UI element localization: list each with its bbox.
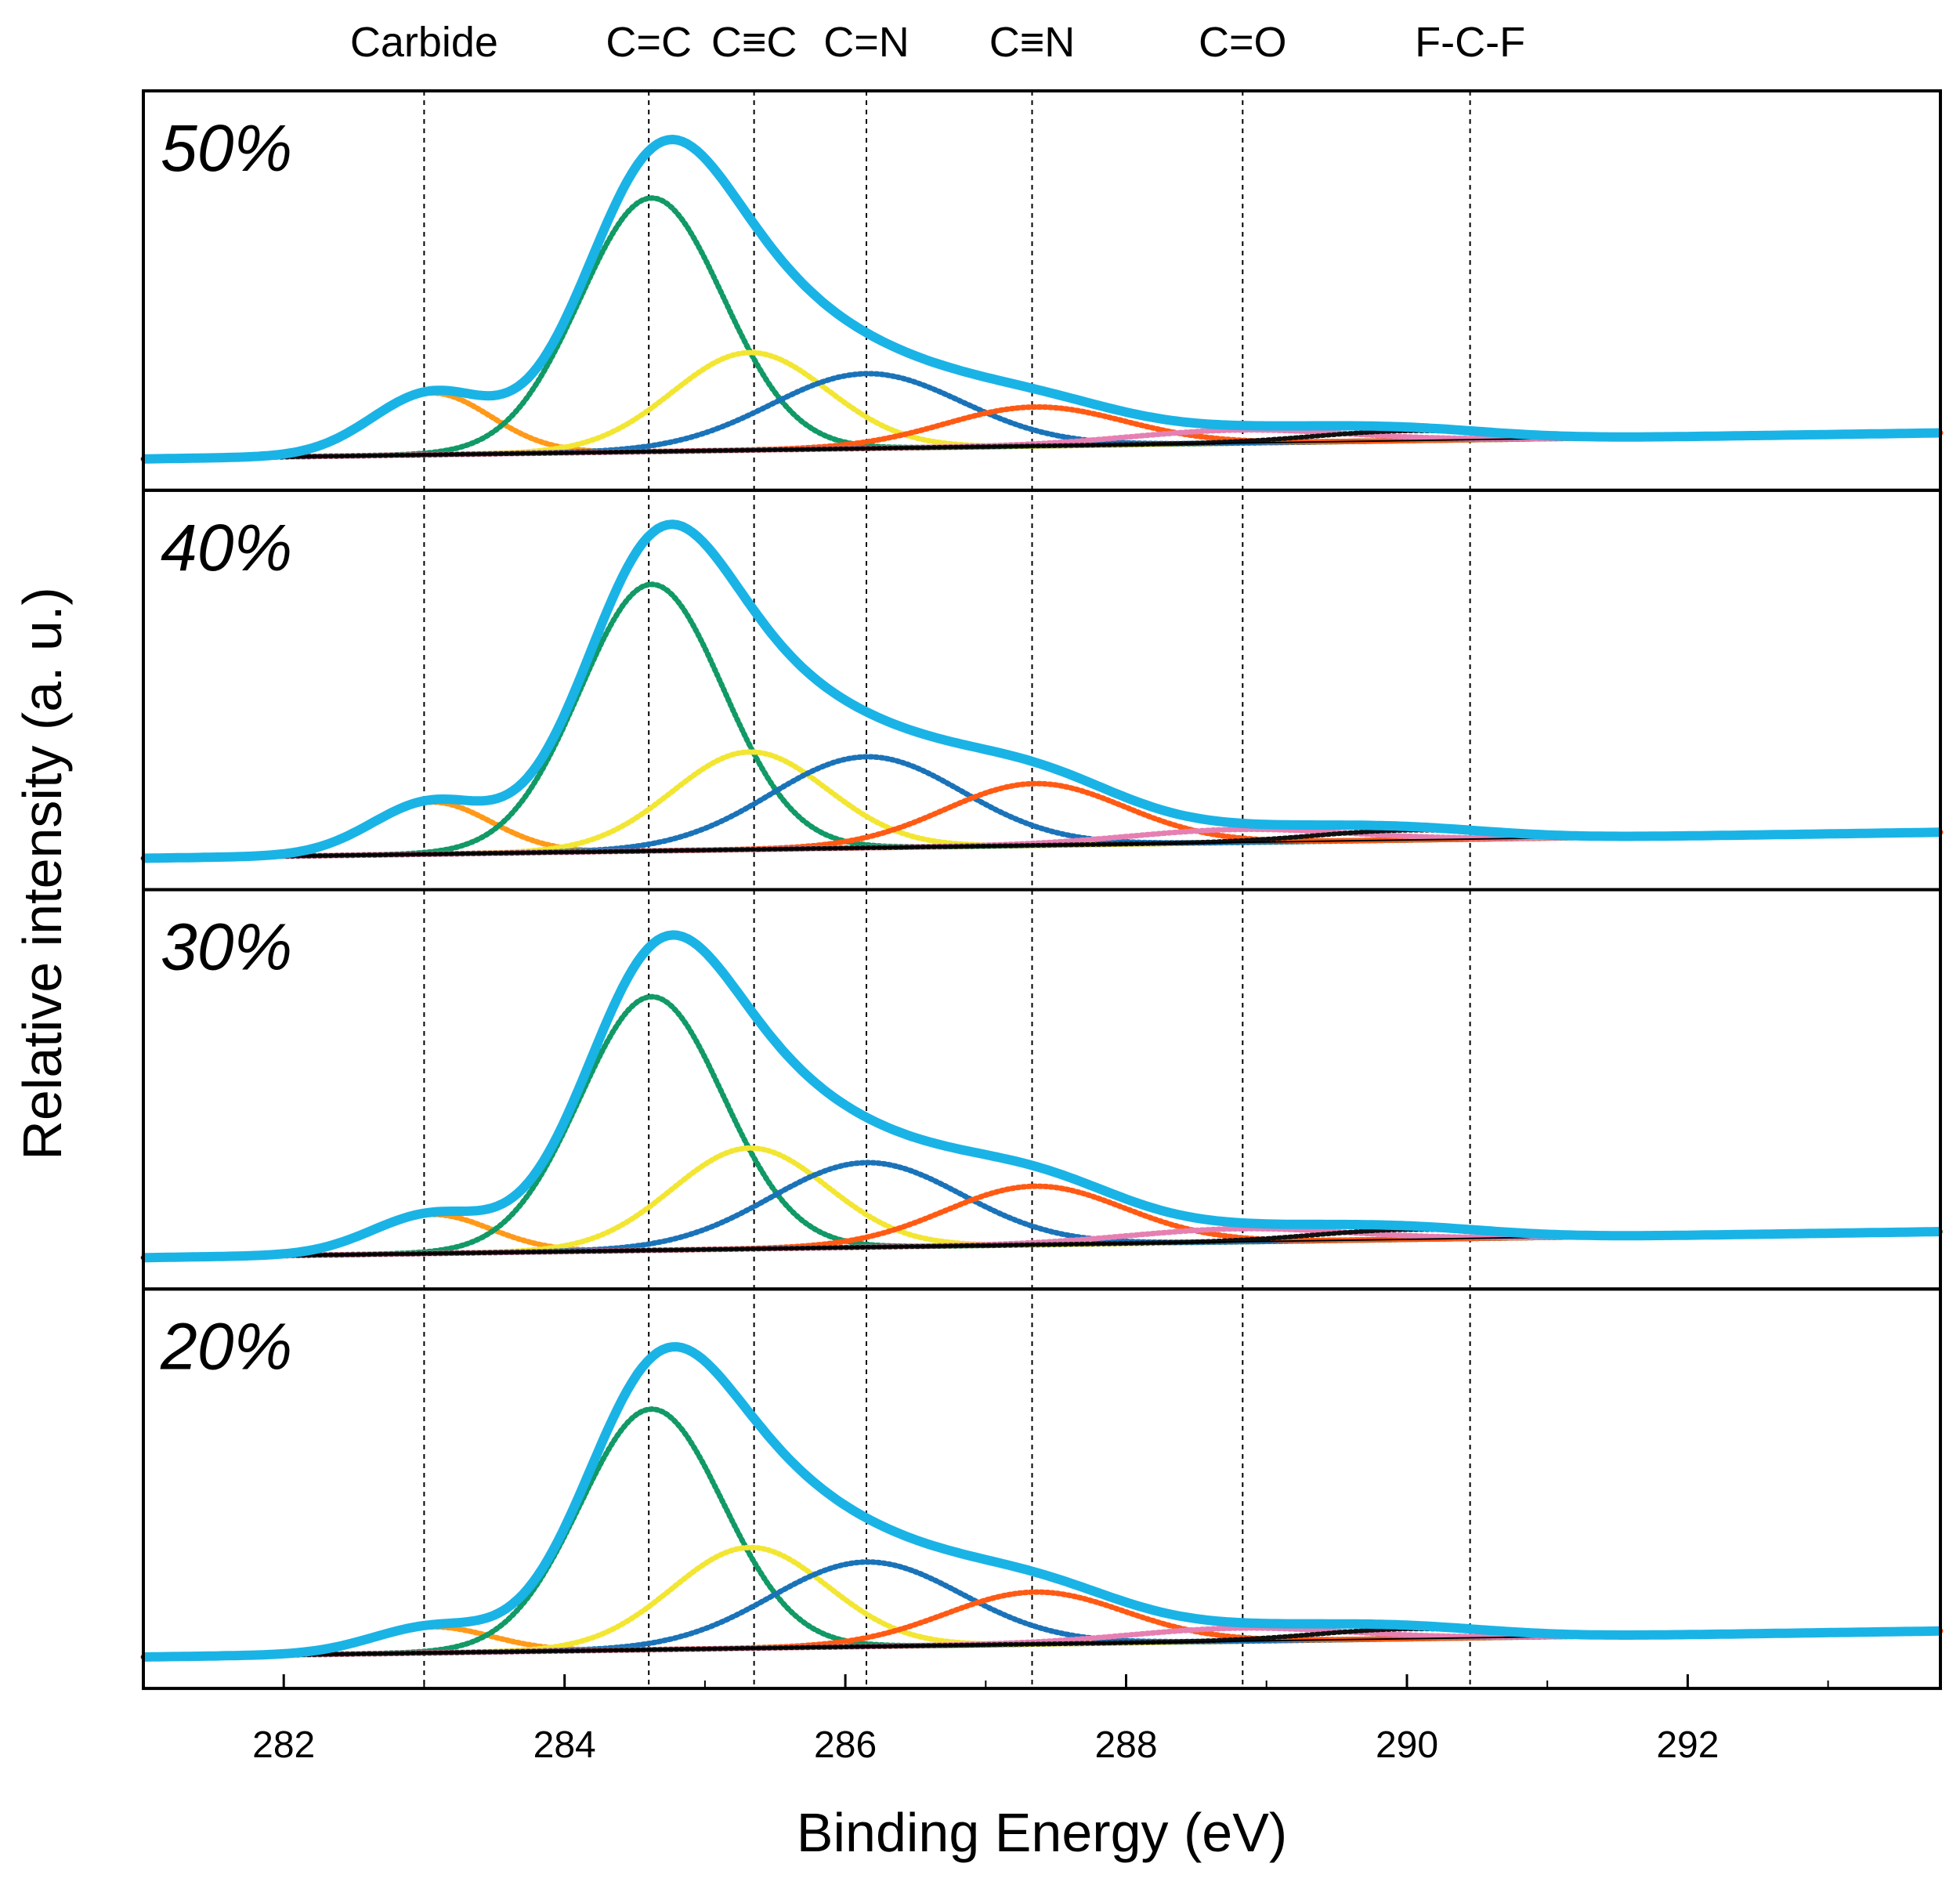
component-curve-carbide xyxy=(140,390,1944,462)
peak-label-c-double-n: C=N xyxy=(823,19,909,66)
x-tick-label: 284 xyxy=(533,1724,596,1766)
x-tick-label: 286 xyxy=(814,1724,877,1766)
x-tick-label: 290 xyxy=(1376,1724,1438,1766)
x-axis-title: Binding Energy (eV) xyxy=(797,1802,1287,1863)
envelope-curve xyxy=(143,1342,1941,1662)
peak-label-c-triple-c: C≡C xyxy=(711,19,797,66)
component-curve-c-double-c xyxy=(140,1406,1944,1660)
component-curve-c-double-c xyxy=(140,581,1944,861)
panel-40pct: 40% xyxy=(140,511,1944,863)
x-tick-label: 282 xyxy=(252,1724,315,1766)
peak-label-c-double-o: C=O xyxy=(1199,19,1287,66)
panels: 50% 40% 30% 20% xyxy=(140,111,1944,1662)
panel-label: 50% xyxy=(161,111,292,185)
component-curve-c-double-c xyxy=(140,195,1944,462)
panel-frames xyxy=(142,89,1942,1691)
peak-label-c-double-c: C=C xyxy=(606,19,692,66)
envelope-curve xyxy=(143,930,1941,1263)
panel-50pct: 50% xyxy=(140,111,1944,464)
peak-label-carbide: Carbide xyxy=(350,19,498,66)
panel-label: 40% xyxy=(161,511,292,584)
panel-20pct: 20% xyxy=(140,1309,1944,1662)
peak-label-c-triple-n: C≡N xyxy=(989,19,1076,66)
envelope-curve xyxy=(143,135,1941,464)
panel-30pct: 30% xyxy=(140,910,1944,1263)
panel-label: 20% xyxy=(160,1309,292,1383)
x-tick-label: 288 xyxy=(1094,1724,1157,1766)
panel-label: 30% xyxy=(161,910,292,984)
peak-label-f-c-f: F-C-F xyxy=(1415,19,1525,66)
peak-labels: Carbide C=C C≡C C=N C≡N C=O F-C-F xyxy=(350,19,1525,66)
x-axis: 282 284 286 288 290 292 xyxy=(252,1674,1829,1766)
panel-frame xyxy=(142,1287,1942,1691)
y-axis-title: Relative intensity (a. u.) xyxy=(12,587,73,1160)
envelope-curve xyxy=(143,519,1941,863)
x-tick-label: 292 xyxy=(1656,1724,1719,1766)
